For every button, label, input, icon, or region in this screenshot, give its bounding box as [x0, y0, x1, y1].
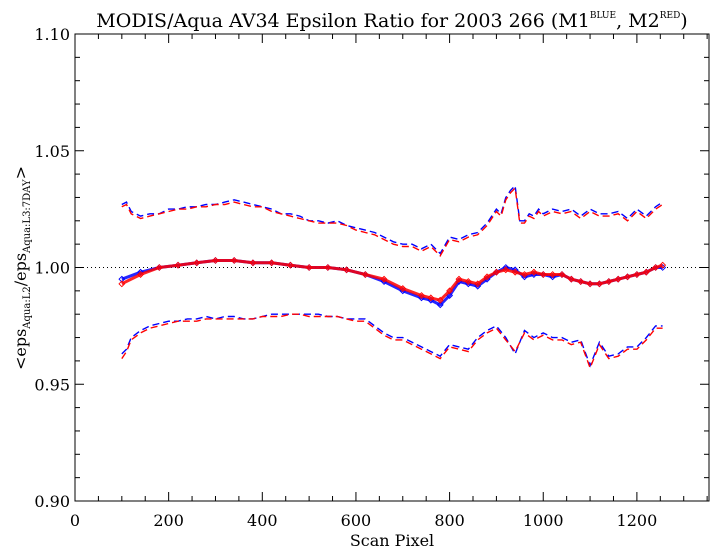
data-point [530, 268, 538, 276]
data-point [343, 266, 351, 274]
y-tick-label: 1.05 [34, 142, 70, 161]
data-point [586, 280, 594, 288]
plot-area [75, 184, 709, 370]
data-point [212, 257, 219, 264]
y-tick-label: 1.10 [34, 25, 70, 44]
x-tick-label: 600 [341, 511, 372, 530]
data-point [174, 261, 182, 269]
series-line-4 [121, 313, 663, 368]
data-point [483, 273, 491, 281]
data-point [118, 275, 126, 283]
data-point [567, 275, 575, 283]
data-point [380, 275, 388, 283]
x-tick-label: 1000 [523, 511, 564, 530]
y-axis-label: <epsAqua:L2/epsAqua:L3:7DAY> [11, 166, 33, 370]
series-markers-1 [118, 257, 667, 304]
data-point [305, 264, 313, 271]
data-point [455, 275, 463, 283]
data-point [595, 280, 603, 288]
data-point [502, 266, 510, 274]
data-point [605, 278, 613, 285]
data-point [659, 261, 667, 269]
data-point [361, 271, 369, 278]
data-point [474, 280, 482, 288]
data-point [324, 264, 332, 271]
data-point [539, 271, 547, 278]
data-point [492, 268, 500, 276]
data-point [427, 294, 435, 302]
series-band [121, 259, 664, 302]
y-tick-label: 1.00 [34, 259, 70, 278]
x-tick-label: 1200 [617, 511, 658, 530]
x-axis-label: Scan Pixel [350, 531, 434, 550]
data-point [137, 271, 144, 278]
data-point [268, 259, 276, 267]
series-line-3 [121, 186, 663, 257]
data-point [436, 301, 444, 309]
data-point [511, 268, 519, 276]
data-point [418, 292, 425, 299]
x-tick-label: 400 [247, 511, 278, 530]
data-point [464, 278, 472, 285]
y-tick-label: 0.95 [34, 375, 70, 394]
data-point [249, 259, 257, 267]
x-tick-label: 200 [153, 511, 184, 530]
series-line-2 [121, 184, 663, 255]
data-point [558, 271, 566, 278]
data-point [193, 259, 201, 267]
data-point [118, 280, 126, 288]
x-tick-label: 0 [70, 511, 80, 530]
series-line-5 [121, 313, 663, 370]
data-point [155, 264, 163, 271]
data-point [642, 268, 650, 276]
axes: 0 200 400 600 800 1000 1200 0.90 0.95 1.00 1.05 1.1… [34, 25, 709, 530]
y-tick-label: 0.90 [34, 492, 70, 511]
data-point [286, 261, 294, 269]
chart-title: MODIS/Aqua AV34 Epsilon Ratio for 2003 2… [96, 10, 687, 32]
data-point [633, 271, 641, 278]
data-point [230, 257, 238, 264]
data-point [614, 275, 622, 283]
x-tick-label: 800 [434, 511, 465, 530]
data-point [436, 296, 444, 304]
data-point [521, 271, 528, 278]
data-point [577, 278, 585, 285]
data-point [624, 273, 631, 281]
data-point [446, 287, 454, 295]
data-point [399, 285, 407, 292]
data-point [652, 264, 660, 271]
data-point [549, 271, 557, 278]
